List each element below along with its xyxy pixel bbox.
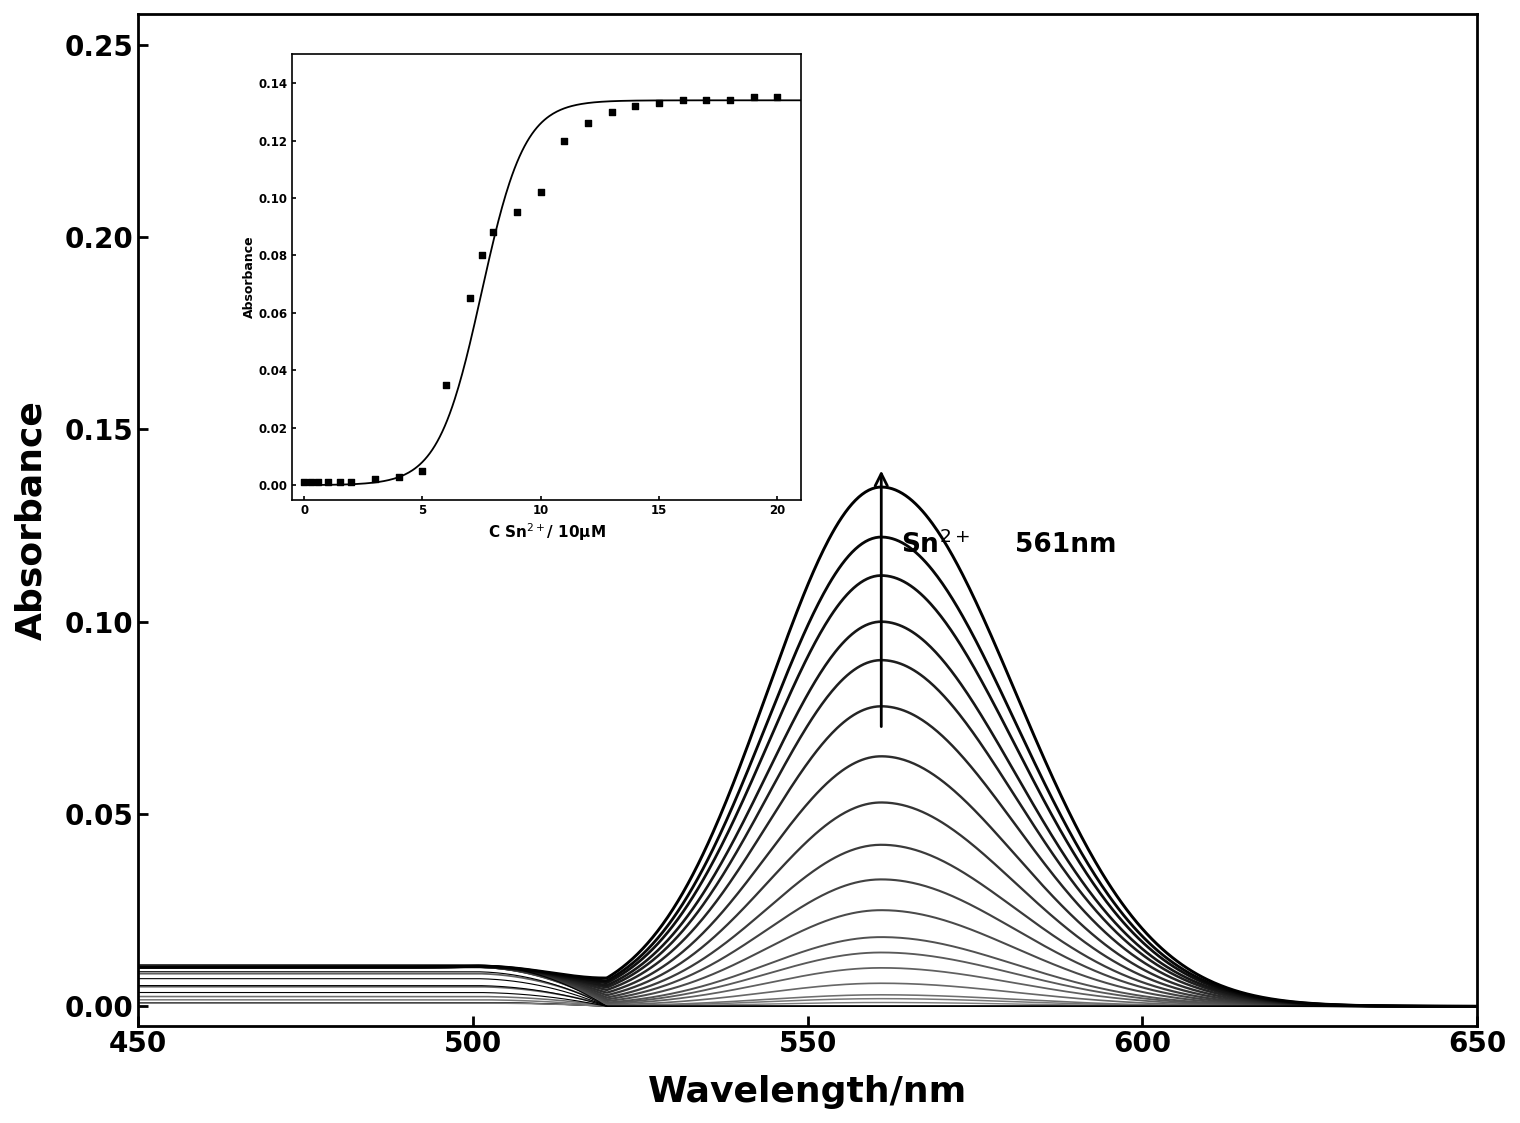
Y-axis label: Absorbance: Absorbance	[14, 400, 49, 640]
Text: Sn$^{2+}$: Sn$^{2+}$	[901, 530, 970, 559]
X-axis label: Wavelength/nm: Wavelength/nm	[648, 1075, 967, 1110]
Text: 561nm: 561nm	[1015, 531, 1117, 558]
